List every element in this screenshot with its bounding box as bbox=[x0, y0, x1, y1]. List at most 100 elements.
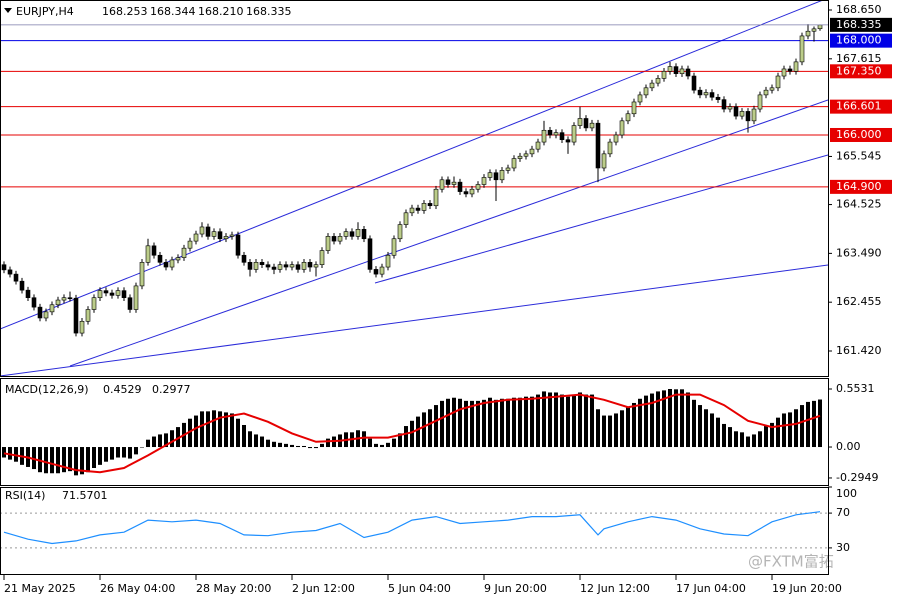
macd-bar bbox=[104, 447, 109, 462]
candle-body bbox=[265, 264, 271, 268]
macd-bar bbox=[80, 447, 85, 475]
x-tick-label: 28 May 20:00 bbox=[196, 582, 271, 595]
candle-body bbox=[37, 306, 43, 319]
candle-body bbox=[439, 179, 445, 190]
candle-body bbox=[517, 155, 523, 159]
macd-bar bbox=[320, 443, 325, 448]
candle-body bbox=[349, 231, 355, 237]
candle-body bbox=[217, 231, 223, 240]
candle-body bbox=[565, 139, 571, 143]
candle-body bbox=[109, 292, 115, 296]
macd-bar bbox=[314, 447, 319, 449]
indicator-name: MACD(12,26,9) bbox=[5, 383, 89, 396]
candle-body bbox=[85, 309, 91, 322]
candle-body bbox=[469, 188, 475, 195]
macd-bar bbox=[548, 392, 553, 448]
candle-body bbox=[145, 245, 151, 263]
macd-bar bbox=[422, 412, 427, 448]
macd-bar bbox=[668, 389, 673, 448]
candle-body bbox=[277, 264, 283, 270]
candle-body bbox=[619, 120, 625, 136]
candle-body bbox=[709, 92, 715, 98]
macd-bar bbox=[392, 438, 397, 448]
level-label: 166.000 bbox=[836, 128, 882, 141]
candle-body bbox=[793, 61, 799, 72]
candle-body bbox=[337, 236, 343, 242]
candle-body bbox=[601, 153, 607, 169]
macd-bar bbox=[260, 436, 265, 448]
macd-bar bbox=[128, 447, 133, 459]
x-tick-label: 19 Jun 20:00 bbox=[772, 582, 842, 595]
macd-bar bbox=[8, 447, 13, 460]
macd-bar bbox=[770, 422, 775, 448]
macd-bar bbox=[242, 424, 247, 448]
candle-body bbox=[25, 289, 31, 299]
candle-body bbox=[805, 30, 811, 37]
candle-body bbox=[103, 290, 109, 294]
macd-bar bbox=[218, 411, 223, 448]
macd-bar bbox=[734, 431, 739, 448]
candle-body bbox=[799, 35, 805, 63]
y-tick-label: 167.615 bbox=[836, 52, 882, 65]
trend-lines bbox=[0, 0, 828, 376]
channel-line bbox=[69, 99, 828, 367]
candle-body bbox=[1, 264, 7, 271]
y-tick-label: 0.00 bbox=[836, 440, 861, 453]
macd-bar bbox=[362, 431, 367, 448]
candle-body bbox=[157, 254, 163, 263]
macd-bar bbox=[254, 434, 259, 448]
macd-bar bbox=[788, 412, 793, 448]
macd-bar bbox=[176, 427, 181, 448]
macd-bar bbox=[812, 400, 817, 448]
level-label: 168.000 bbox=[836, 34, 882, 47]
candle-body bbox=[703, 92, 709, 96]
candle-body bbox=[499, 170, 505, 181]
macd-bar bbox=[206, 411, 211, 448]
macd-bar bbox=[14, 447, 19, 462]
candle-body bbox=[505, 167, 511, 171]
ohlc-value: 168.253 bbox=[102, 5, 148, 18]
candle-body bbox=[613, 134, 619, 143]
macd-bar bbox=[722, 423, 727, 448]
macd-bar bbox=[284, 443, 289, 448]
candle-body bbox=[331, 236, 337, 242]
macd-bar bbox=[44, 447, 49, 474]
macd-bar bbox=[662, 390, 667, 448]
macd-bar bbox=[38, 447, 43, 473]
macd-bar bbox=[446, 398, 451, 448]
x-tick-label: 21 May 2025 bbox=[4, 582, 76, 595]
macd-bar bbox=[686, 392, 691, 448]
macd-bar bbox=[404, 426, 409, 448]
macd-bar bbox=[818, 399, 823, 448]
macd-bar bbox=[614, 413, 619, 448]
candle-body bbox=[211, 231, 217, 237]
current-price-label: 168.335 bbox=[836, 18, 882, 31]
menu-triangle bbox=[4, 8, 12, 13]
candle-body bbox=[79, 320, 85, 334]
macd-bar bbox=[2, 447, 7, 458]
macd-bar bbox=[158, 434, 163, 448]
macd-bar bbox=[302, 445, 307, 448]
candle-body bbox=[721, 99, 727, 110]
candle-body bbox=[163, 262, 169, 268]
y-tick-label: 30 bbox=[836, 541, 850, 554]
x-tick-label: 26 May 04:00 bbox=[100, 582, 175, 595]
x-tick-label: 17 Jun 04:00 bbox=[676, 582, 746, 595]
candle-body bbox=[625, 113, 631, 122]
macd-bar bbox=[170, 430, 175, 448]
x-tick-label: 5 Jun 04:00 bbox=[388, 582, 451, 595]
macd-bar bbox=[428, 409, 433, 448]
macd-bar bbox=[494, 399, 499, 448]
candle-body bbox=[61, 297, 67, 301]
candle-body bbox=[205, 226, 211, 237]
macd-bar bbox=[680, 389, 685, 448]
macd-bar bbox=[566, 396, 571, 448]
candle-body bbox=[511, 158, 517, 169]
macd-bar bbox=[554, 392, 559, 448]
macd-bar bbox=[500, 398, 505, 448]
macd-bar bbox=[50, 447, 55, 474]
macd-bar bbox=[146, 439, 151, 448]
candle-body bbox=[655, 78, 661, 84]
